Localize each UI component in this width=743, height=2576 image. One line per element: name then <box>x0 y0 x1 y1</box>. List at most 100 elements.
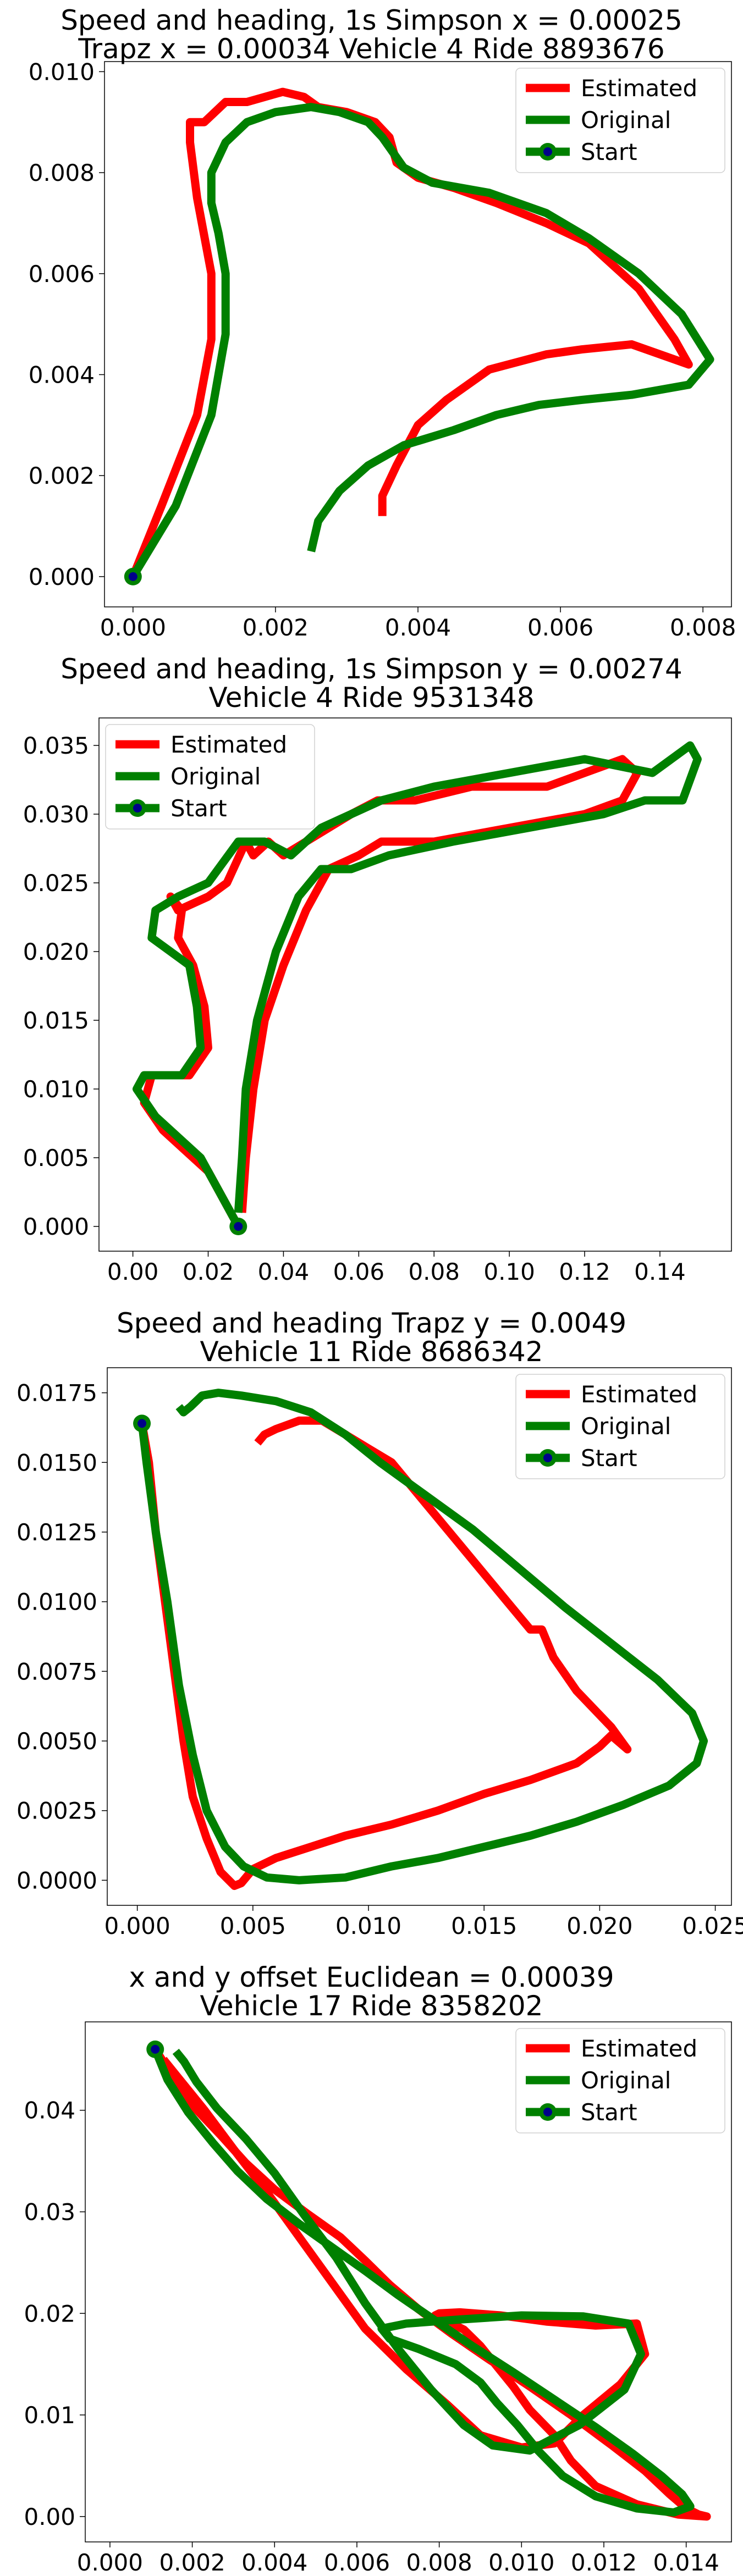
y-tick-label: 0.0150 <box>16 1449 97 1476</box>
legend-label-original: Original <box>581 107 671 134</box>
x-tick-label: 0.10 <box>483 1258 535 1285</box>
chart-svg: 0.00 0.02 0.04 0.06 0.08 0.10 0.12 0.14 0.000 0.0… <box>23 717 732 1285</box>
series-line-original <box>137 1389 708 1884</box>
y-tick-label: 0.0075 <box>16 1658 97 1685</box>
chart-title: x and y offset Euclidean = 0.00039 <box>129 1961 614 1993</box>
legend-label-start: Start <box>581 2099 637 2126</box>
x-tick-label: 0.14 <box>634 1258 686 1285</box>
y-tick-label: 0.030 <box>23 801 89 828</box>
chart-subtitle: Vehicle 11 Ride 8686342 <box>200 1336 543 1368</box>
y-tick-label: 0.010 <box>29 58 95 85</box>
x-tick-label: 0.000 <box>77 2549 143 2576</box>
legend-box <box>515 68 725 173</box>
axes-frame <box>107 1367 732 1906</box>
y-tick-label: 0.000 <box>23 1213 89 1240</box>
x-tick-label: 0.002 <box>159 2549 225 2576</box>
x-tick-label: 0.08 <box>408 1258 460 1285</box>
y-tick-label: 0.015 <box>23 1007 89 1034</box>
legend-label-start: Start <box>170 795 227 822</box>
x-tick-label: 0.010 <box>488 2549 554 2576</box>
y-tick-label: 0.00 <box>24 2503 75 2530</box>
y-tick-label: 0.02 <box>24 2300 75 2327</box>
legend-label-estimated: Estimated <box>581 2035 697 2062</box>
legend-box <box>105 724 315 830</box>
y-tick-label: 0.010 <box>23 1076 89 1103</box>
chart-svg: 0.000 0.002 0.004 0.006 0.008 0.000 0.002 0.004… <box>29 58 736 641</box>
x-tick-label: 0.000 <box>104 1912 170 1939</box>
y-tick-label: 0.020 <box>23 938 89 965</box>
series-line-original <box>133 741 702 1229</box>
series-line-original <box>129 103 714 579</box>
x-tick-label: 0.005 <box>220 1912 286 1939</box>
start-marker-core <box>151 2044 160 2054</box>
legend-box <box>515 1374 725 1479</box>
y-tick-label: 0.002 <box>29 462 95 489</box>
series-line-original <box>151 2048 695 2517</box>
x-tick-label: 0.006 <box>324 2549 390 2576</box>
y-tick-label: 0.004 <box>29 361 95 388</box>
y-tick-label: 0.025 <box>23 870 89 897</box>
legend-label-original: Original <box>581 2067 671 2094</box>
y-tick-label: 0.035 <box>23 732 89 759</box>
chart-panel-2: Speed and heading, 1s Simpson y = 0.0027… <box>0 649 743 1303</box>
chart-title: Speed and heading Trapz y = 0.0049 <box>116 1307 627 1339</box>
x-tick-label: 0.00 <box>107 1258 159 1285</box>
x-tick-label: 0.008 <box>406 2549 472 2576</box>
axes-frame <box>85 2021 732 2542</box>
chart-panel-3: Speed and heading Trapz y = 0.0049 Vehicl… <box>0 1303 743 1957</box>
chart-svg: 0.000 0.002 0.004 0.006 0.008 0.010 0.012 0.014… <box>24 2021 732 2576</box>
x-tick-label: 0.004 <box>241 2549 307 2576</box>
legend-label-estimated: Estimated <box>170 731 287 758</box>
y-tick-label: 0.005 <box>23 1145 89 1171</box>
x-tick-label: 0.012 <box>571 2549 637 2576</box>
y-tick-label: 0.0050 <box>16 1728 97 1755</box>
legend-label-estimated: Estimated <box>581 1381 697 1408</box>
y-tick-label: 0.0125 <box>16 1519 97 1546</box>
chart-panel-1: Speed and heading, 1s Simpson x = 0.0002… <box>0 0 743 649</box>
x-tick-label: 0.008 <box>670 614 736 641</box>
y-tick-label: 0.03 <box>24 2199 75 2226</box>
x-tick-label: 0.04 <box>258 1258 310 1285</box>
legend-start-marker-core <box>543 147 552 156</box>
legend-label-start: Start <box>581 139 637 165</box>
y-tick-label: 0.0100 <box>16 1589 97 1616</box>
chart-title: Speed and heading, 1s Simpson y = 0.0027… <box>60 653 683 685</box>
x-tick-label: 0.010 <box>335 1912 401 1939</box>
y-tick-label: 0.0025 <box>16 1798 97 1825</box>
legend-label-original: Original <box>581 1413 671 1440</box>
x-tick-label: 0.015 <box>451 1912 517 1939</box>
chart-subtitle: Vehicle 17 Ride 8358202 <box>200 1990 543 2022</box>
x-tick-label: 0.02 <box>183 1258 234 1285</box>
legend: Estimated Original Start <box>515 2028 725 2133</box>
y-tick-label: 0.04 <box>24 2097 75 2124</box>
legend-label-estimated: Estimated <box>581 75 697 102</box>
chart-svg: 0.000 0.005 0.010 0.015 0.020 0.025 0.0000 0.00… <box>16 1367 743 1939</box>
start-marker-core <box>234 1222 243 1231</box>
series-line-estimated <box>137 1416 632 1890</box>
legend-label-original: Original <box>170 763 261 790</box>
legend: Estimated Original Start <box>515 68 725 173</box>
chart-title: Speed and heading, 1s Simpson x = 0.0002… <box>60 4 683 36</box>
x-tick-label: 0.004 <box>385 614 451 641</box>
chart-panel-4: x and y offset Euclidean = 0.00039 Vehicl… <box>0 1957 743 2576</box>
y-tick-label: 0.0175 <box>16 1380 97 1407</box>
legend-start-marker-core <box>133 804 142 812</box>
x-tick-label: 0.06 <box>333 1258 385 1285</box>
x-tick-label: 0.000 <box>100 614 166 641</box>
legend-start-marker-core <box>543 1453 552 1462</box>
chart-subtitle: Trapz x = 0.00034 Vehicle 4 Ride 8893676 <box>78 33 665 65</box>
x-tick-label: 0.006 <box>527 614 593 641</box>
y-tick-label: 0.01 <box>24 2402 75 2429</box>
y-tick-label: 0.000 <box>29 563 95 590</box>
legend: Estimated Original Start <box>515 1374 725 1479</box>
x-tick-label: 0.12 <box>559 1258 610 1285</box>
legend-label-start: Start <box>581 1445 637 1472</box>
y-tick-label: 0.006 <box>29 261 95 288</box>
x-tick-label: 0.025 <box>682 1912 743 1939</box>
legend-start-marker-core <box>543 2108 552 2116</box>
start-marker-core <box>137 1419 147 1428</box>
start-marker-core <box>128 572 137 581</box>
legend-box <box>515 2028 725 2133</box>
y-tick-label: 0.0000 <box>16 1867 97 1894</box>
